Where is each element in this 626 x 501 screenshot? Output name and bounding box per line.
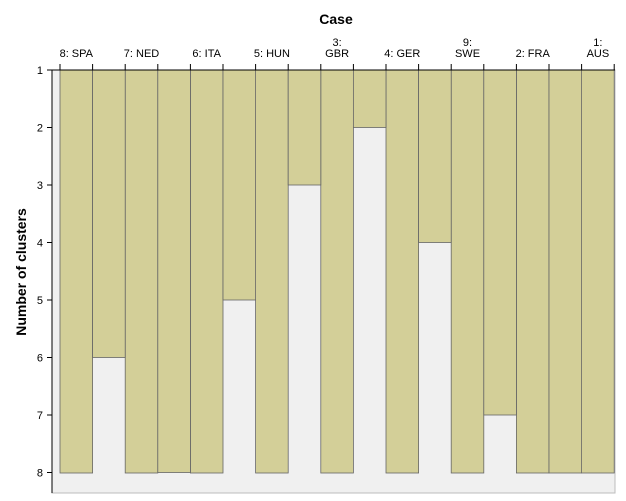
y-tick-label: 8 bbox=[37, 468, 43, 480]
join-bar bbox=[287, 69, 322, 186]
case-bar bbox=[255, 69, 289, 474]
y-tick-label: 7 bbox=[37, 410, 43, 422]
case-label: 7: NED bbox=[124, 48, 160, 60]
x-axis-title: Case bbox=[319, 11, 353, 27]
case-bar bbox=[385, 69, 419, 474]
y-tick-label: 1 bbox=[37, 65, 43, 77]
case-label: 8: SPA bbox=[60, 48, 94, 60]
join-bar bbox=[157, 69, 191, 473]
case-label: 5: HUN bbox=[254, 48, 290, 60]
case-label: 1: AUS bbox=[587, 37, 610, 60]
join-bar bbox=[222, 69, 256, 301]
join-bar bbox=[418, 69, 452, 243]
y-tick-label: 4 bbox=[37, 238, 43, 250]
bars-layer bbox=[59, 69, 615, 474]
case-label: 6: ITA bbox=[192, 48, 221, 60]
case-bar bbox=[189, 69, 224, 474]
join-bar bbox=[548, 69, 582, 474]
y-axis-title: Number of clusters bbox=[13, 208, 29, 336]
case-labels-layer: 8: SPA 7: NED 6: ITA 5: HUN 3: GBR 4: GER 9: SWE… bbox=[60, 37, 610, 60]
case-bar bbox=[320, 69, 354, 474]
case-bar bbox=[450, 69, 485, 474]
y-tick-label: 5 bbox=[37, 295, 43, 307]
top-ticks-layer bbox=[52, 64, 615, 71]
case-bar bbox=[124, 69, 159, 474]
y-axis-layer: 1 2 3 4 5 6 7 8 bbox=[37, 65, 53, 493]
y-tick-label: 6 bbox=[37, 353, 43, 365]
case-label: 2: FRA bbox=[516, 48, 551, 60]
join-bar bbox=[352, 69, 387, 128]
y-tick-label: 2 bbox=[37, 123, 43, 135]
case-bar bbox=[59, 69, 93, 474]
case-label: 9: SWE bbox=[455, 37, 480, 60]
case-label: 3: GBR bbox=[325, 37, 349, 60]
join-bar bbox=[483, 69, 517, 416]
case-bar bbox=[516, 69, 550, 474]
case-label: 4: GER bbox=[384, 48, 420, 60]
y-tick-label: 3 bbox=[37, 180, 43, 192]
join-bar bbox=[92, 69, 126, 358]
case-bar bbox=[581, 69, 615, 474]
